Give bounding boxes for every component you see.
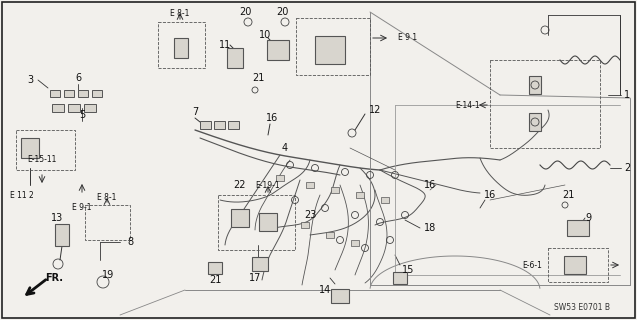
Bar xyxy=(52,104,64,112)
Text: 22: 22 xyxy=(234,180,247,190)
Bar xyxy=(296,18,370,75)
Bar xyxy=(351,240,359,246)
Text: 21: 21 xyxy=(209,275,221,285)
Text: E 9-1: E 9-1 xyxy=(72,203,92,212)
Bar xyxy=(85,205,130,240)
Text: 3: 3 xyxy=(27,75,33,85)
Bar xyxy=(381,197,389,203)
Text: 5: 5 xyxy=(79,110,85,120)
Bar xyxy=(315,36,345,64)
Bar xyxy=(50,90,60,97)
Bar xyxy=(68,104,80,112)
Text: 16: 16 xyxy=(424,180,436,190)
Text: E 8-1: E 8-1 xyxy=(97,194,117,203)
Bar xyxy=(21,138,39,158)
Bar xyxy=(199,121,210,129)
Text: SW53 E0701 B: SW53 E0701 B xyxy=(554,303,610,313)
Bar xyxy=(267,40,289,60)
Bar xyxy=(16,130,75,170)
Bar xyxy=(208,262,222,274)
Text: 18: 18 xyxy=(424,223,436,233)
Text: 16: 16 xyxy=(484,190,496,200)
Bar xyxy=(231,209,249,227)
Text: 15: 15 xyxy=(402,265,414,275)
Bar xyxy=(92,90,102,97)
Bar xyxy=(259,213,277,231)
Text: 20: 20 xyxy=(239,7,251,17)
Text: 7: 7 xyxy=(192,107,198,117)
Text: 17: 17 xyxy=(249,273,261,283)
Bar xyxy=(218,195,295,250)
Text: 13: 13 xyxy=(51,213,63,223)
Bar xyxy=(55,224,69,246)
Bar xyxy=(331,187,339,193)
Bar xyxy=(276,175,284,181)
Bar xyxy=(213,121,224,129)
Bar xyxy=(84,104,96,112)
Bar xyxy=(326,232,334,238)
Bar xyxy=(158,22,205,68)
Text: 21: 21 xyxy=(562,190,574,200)
Text: E-14-1: E-14-1 xyxy=(455,100,480,109)
Text: FR.: FR. xyxy=(45,273,63,283)
Text: 23: 23 xyxy=(304,210,316,220)
Text: 6: 6 xyxy=(75,73,81,83)
Text: 14: 14 xyxy=(319,285,331,295)
Bar xyxy=(78,90,88,97)
Bar xyxy=(567,220,589,236)
Bar xyxy=(490,60,600,148)
Bar xyxy=(331,289,349,303)
Bar xyxy=(174,38,188,58)
Bar xyxy=(548,248,608,282)
Bar xyxy=(252,257,268,271)
Text: 20: 20 xyxy=(276,7,288,17)
Bar xyxy=(529,76,541,94)
Bar xyxy=(564,256,586,274)
Bar xyxy=(306,182,314,188)
Bar xyxy=(393,272,407,284)
Text: E 9 1: E 9 1 xyxy=(398,34,417,43)
Bar xyxy=(356,192,364,198)
Text: 4: 4 xyxy=(282,143,288,153)
Text: 2: 2 xyxy=(624,163,630,173)
Text: 10: 10 xyxy=(259,30,271,40)
Text: 19: 19 xyxy=(102,270,114,280)
Text: E-19-1: E-19-1 xyxy=(255,180,280,189)
Text: 1: 1 xyxy=(624,90,630,100)
Text: E-15-11: E-15-11 xyxy=(27,155,57,164)
Bar xyxy=(227,121,238,129)
Bar xyxy=(301,222,309,228)
Text: 9: 9 xyxy=(585,213,591,223)
Text: E 11 2: E 11 2 xyxy=(10,190,34,199)
Bar xyxy=(227,48,243,68)
Text: 11: 11 xyxy=(219,40,231,50)
Bar xyxy=(529,113,541,131)
Text: E 8-1: E 8-1 xyxy=(170,10,190,19)
Text: 16: 16 xyxy=(266,113,278,123)
Text: 12: 12 xyxy=(369,105,381,115)
Text: 8: 8 xyxy=(127,237,133,247)
Text: E-6-1: E-6-1 xyxy=(522,260,542,269)
Text: 21: 21 xyxy=(252,73,264,83)
Bar xyxy=(64,90,74,97)
